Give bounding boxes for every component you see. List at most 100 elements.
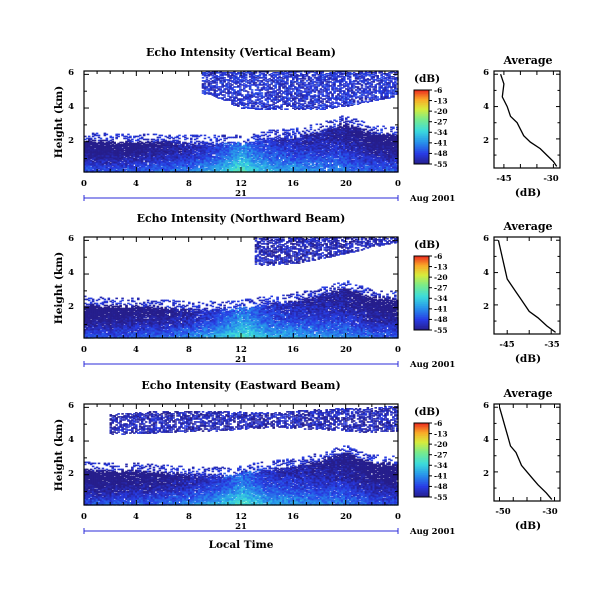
heatmap-cell — [119, 168, 122, 171]
heatmap-cell — [91, 157, 95, 160]
heatmap-cell — [174, 167, 177, 170]
heatmap-cell — [203, 85, 207, 87]
heatmap-cell — [125, 161, 128, 164]
heatmap-cell — [170, 149, 173, 152]
heatmap-cell — [209, 89, 213, 91]
heatmap-cell — [148, 143, 152, 146]
heatmap-cell — [221, 161, 224, 164]
heatmap-cell — [217, 147, 221, 150]
heatmap-cell — [170, 163, 173, 166]
heatmap-cell — [131, 164, 134, 167]
heatmap-cell — [117, 144, 120, 147]
heatmap-cell — [256, 86, 260, 88]
heatmap-cell — [205, 79, 209, 81]
heatmap-cell — [213, 166, 217, 169]
heatmap-cell — [121, 167, 124, 170]
heatmap-cell — [180, 152, 183, 155]
heatmap-cell — [87, 154, 91, 157]
heatmap-cell — [95, 134, 99, 137]
heatmap-cell — [209, 158, 213, 161]
heatmap-cell — [209, 81, 213, 83]
heatmap-cell — [197, 169, 201, 172]
heatmap-cell — [84, 146, 87, 149]
heatmap-cell — [172, 168, 175, 171]
heatmap-cell — [217, 159, 221, 162]
heatmap-cell — [129, 163, 132, 166]
heatmap-cell — [213, 149, 217, 152]
heatmap-cell — [85, 141, 89, 144]
heatmap-cell — [184, 155, 187, 158]
heatmap-cell — [156, 163, 160, 166]
heatmap-cell — [203, 75, 207, 77]
heatmap-cell — [201, 83, 205, 85]
heatmap-cell — [160, 141, 164, 144]
heatmap-cell — [262, 137, 266, 140]
heatmap-cell — [191, 145, 195, 148]
heatmap-cell — [103, 168, 107, 171]
heatmap-cell — [97, 161, 101, 164]
heatmap-cell — [121, 148, 124, 151]
heatmap-cell — [164, 143, 168, 146]
heatmap-cell — [170, 166, 173, 169]
heatmap-cell — [135, 164, 138, 167]
heatmap-cell — [95, 166, 99, 169]
heatmap-cell — [152, 156, 156, 159]
heatmap-cell — [166, 156, 169, 159]
heatmap-cell — [135, 154, 138, 157]
heatmap-cell — [107, 151, 111, 154]
heatmap-cell — [99, 141, 103, 144]
heatmap-cell — [150, 157, 154, 160]
heatmap-cell — [111, 160, 115, 163]
heatmap-cell — [103, 166, 107, 169]
heatmap-cell — [117, 164, 120, 167]
heatmap-cell — [101, 168, 105, 171]
heatmap-cell — [166, 152, 169, 155]
heatmap-cell — [129, 168, 132, 171]
heatmap-cell — [91, 169, 95, 172]
heatmap-cell — [207, 148, 211, 151]
heatmap-cell — [85, 150, 89, 153]
heatmap-cell — [172, 163, 175, 166]
heatmap-cell — [109, 166, 113, 169]
heatmap-cell — [135, 146, 138, 149]
heatmap-cell — [138, 160, 142, 163]
heatmap-cell — [207, 145, 211, 148]
heatmap-cell — [201, 150, 205, 153]
heatmap-cell — [136, 150, 140, 153]
heatmap-cell — [176, 155, 179, 158]
heatmap-cell — [144, 147, 148, 150]
heatmap-cell — [109, 154, 113, 157]
heatmap-cell — [89, 153, 93, 156]
heatmap-cell — [213, 159, 217, 162]
heatmap-cell — [123, 159, 126, 162]
heatmap-cell — [140, 158, 144, 161]
heatmap-cell — [109, 153, 113, 156]
heatmap-cell — [178, 147, 181, 150]
heatmap-cell — [142, 167, 146, 170]
heatmap-cell — [113, 153, 116, 156]
heatmap-cell — [138, 149, 142, 152]
heatmap-cell — [219, 150, 222, 153]
heatmap-cell — [150, 152, 154, 155]
heatmap-cell — [176, 153, 179, 156]
heatmap-cell — [211, 163, 215, 166]
heatmap-cell — [101, 163, 105, 166]
heatmap-cell — [105, 133, 109, 136]
heatmap-cell — [201, 92, 205, 94]
heatmap-cell — [150, 155, 154, 158]
heatmap-cell — [207, 146, 211, 149]
heatmap-cell — [152, 169, 156, 172]
heatmap-cell — [91, 141, 95, 144]
heatmap-cell — [89, 152, 93, 155]
heatmap-cell — [121, 150, 124, 153]
heatmap-cell — [239, 142, 242, 145]
heatmap-cell — [91, 142, 95, 145]
heatmap-cell — [87, 157, 91, 160]
heatmap-cell — [207, 82, 211, 84]
heatmap-cell — [233, 89, 236, 91]
heatmap-cell — [168, 156, 171, 159]
heatmap-cell — [101, 155, 105, 158]
heatmap-cell — [93, 166, 97, 169]
heatmap-cell — [160, 169, 164, 172]
heatmap-cell — [127, 144, 130, 147]
